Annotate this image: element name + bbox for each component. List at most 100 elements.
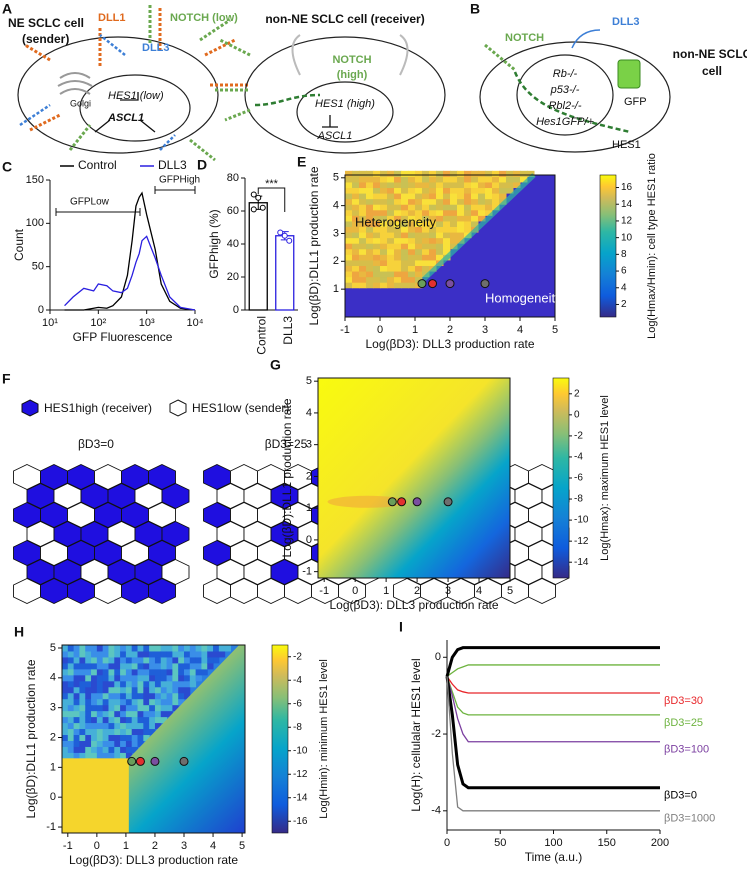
heatmap-cell [401, 276, 409, 283]
heatmap-cell [401, 176, 409, 183]
heatmap-cell [380, 176, 388, 183]
heatmap-cell [62, 692, 69, 700]
heatmap-cell [160, 668, 168, 676]
heatmap-cell [172, 692, 179, 700]
heatmap-cell [366, 226, 374, 233]
heatmap-cell [114, 645, 121, 652]
y-tick-label: -4 [431, 805, 441, 817]
genotype: Rb-/- [553, 68, 578, 80]
heatmap-cell [436, 237, 444, 244]
heatmap-cell [408, 187, 416, 194]
heatmap-cell [149, 692, 156, 700]
heatmap-cell [172, 650, 179, 658]
heatmap-cell [380, 170, 388, 177]
marker-point [443, 497, 453, 507]
y-axis-label: Log(βD):DLL1 production rate [24, 659, 38, 818]
heatmap-cell [499, 193, 507, 200]
heatmap-cell [394, 176, 402, 183]
heatmap-cell [401, 226, 409, 233]
heatmap-cell [96, 710, 104, 718]
heatmap-cell [373, 187, 381, 194]
heatmap-cell [450, 237, 458, 244]
heatmap-cell [422, 209, 430, 216]
heatmap-cell [408, 276, 416, 283]
heatmap-cell [485, 193, 493, 200]
heatmap-cell [67, 704, 75, 712]
heatmap-cell [91, 710, 98, 718]
colorbar-tick-label: -2 [293, 651, 302, 662]
genotype: p53-/- [550, 84, 580, 96]
heatmap-cell [359, 282, 367, 289]
heatmap-cell [154, 692, 162, 700]
y-tick-label: 4 [306, 407, 312, 419]
heatmap-cell [394, 254, 402, 261]
heatmap-cell [67, 680, 75, 688]
heatmap-cell [120, 722, 127, 730]
heatmap-cell [450, 232, 458, 239]
heatmap-cell [471, 187, 479, 194]
heatmap-cell [394, 232, 402, 239]
heatmap-cell [436, 243, 444, 250]
heatmap-cell [380, 198, 388, 205]
heatmap-cell [85, 645, 92, 652]
grid-title: βD3=0 [78, 437, 114, 451]
heatmap-cell [373, 170, 381, 177]
x-axis-label: Log(βD3): DLL3 production rate [69, 853, 238, 867]
dll3-marker [19, 34, 176, 151]
heatmap-cell [492, 176, 500, 183]
heatmap-cell [450, 193, 458, 200]
heatmap-cell [492, 204, 500, 211]
colorbar-tick-label: -16 [293, 816, 308, 827]
heatmap-cell [345, 232, 353, 239]
ligand [24, 8, 250, 132]
heatmap-cell [415, 181, 423, 189]
heatmap-cell [189, 674, 197, 682]
heatmap-cell [359, 204, 367, 211]
heatmap-cell [62, 662, 69, 670]
heatmap-cell [401, 193, 409, 200]
label: non-NE SCLC [673, 47, 747, 61]
heatmap-cell [352, 243, 360, 250]
heatmap-cell [131, 650, 139, 658]
y-tick-label: 20 [227, 271, 239, 283]
inhibition [322, 115, 338, 128]
heatmap-cell [108, 704, 115, 712]
heatmap-cell [492, 187, 500, 194]
heatmap-cell [345, 187, 353, 194]
heatmap-cell [79, 734, 86, 741]
colorbar-tick-label: -10 [574, 515, 589, 526]
heatmap-cell [91, 734, 98, 741]
heatmap-cell [366, 220, 374, 228]
heatmap-cell [394, 237, 402, 244]
heatmap-cell [143, 650, 150, 658]
heatmap-cell [85, 662, 92, 670]
heatmap-cell [108, 746, 115, 753]
heatmap-cell [422, 176, 430, 183]
series-line [446, 664, 660, 677]
x-tick-label: 0 [444, 837, 450, 849]
marker-point [127, 756, 137, 766]
heatmap-cell [131, 710, 139, 718]
heatmap-cell [102, 668, 109, 676]
panel-letter: F [2, 371, 11, 387]
heatmap-cell [401, 181, 409, 189]
heatmap-cell [108, 645, 115, 652]
heatmap-cell [91, 645, 98, 652]
genotype: Rbl2-/- [548, 100, 581, 112]
heatmap-cell [408, 215, 416, 222]
x-tick-label: 3 [181, 840, 187, 852]
arrow [94, 92, 156, 133]
heatmap-cell [96, 734, 104, 741]
heatmap-cell [387, 271, 395, 278]
heatmap-cell [201, 662, 208, 670]
heatmap-cell [366, 243, 374, 250]
panel-letter: I [399, 619, 403, 635]
colorbar-tick-label: -6 [574, 473, 583, 484]
heatmap-cell [108, 710, 115, 718]
y-tick-label: 0 [50, 791, 56, 803]
panel-letter: C [2, 159, 12, 175]
heatmap-cell [373, 226, 381, 233]
heatmap-cell [67, 728, 75, 736]
heatmap-cell [62, 746, 69, 753]
heatmap-cell [96, 680, 104, 688]
